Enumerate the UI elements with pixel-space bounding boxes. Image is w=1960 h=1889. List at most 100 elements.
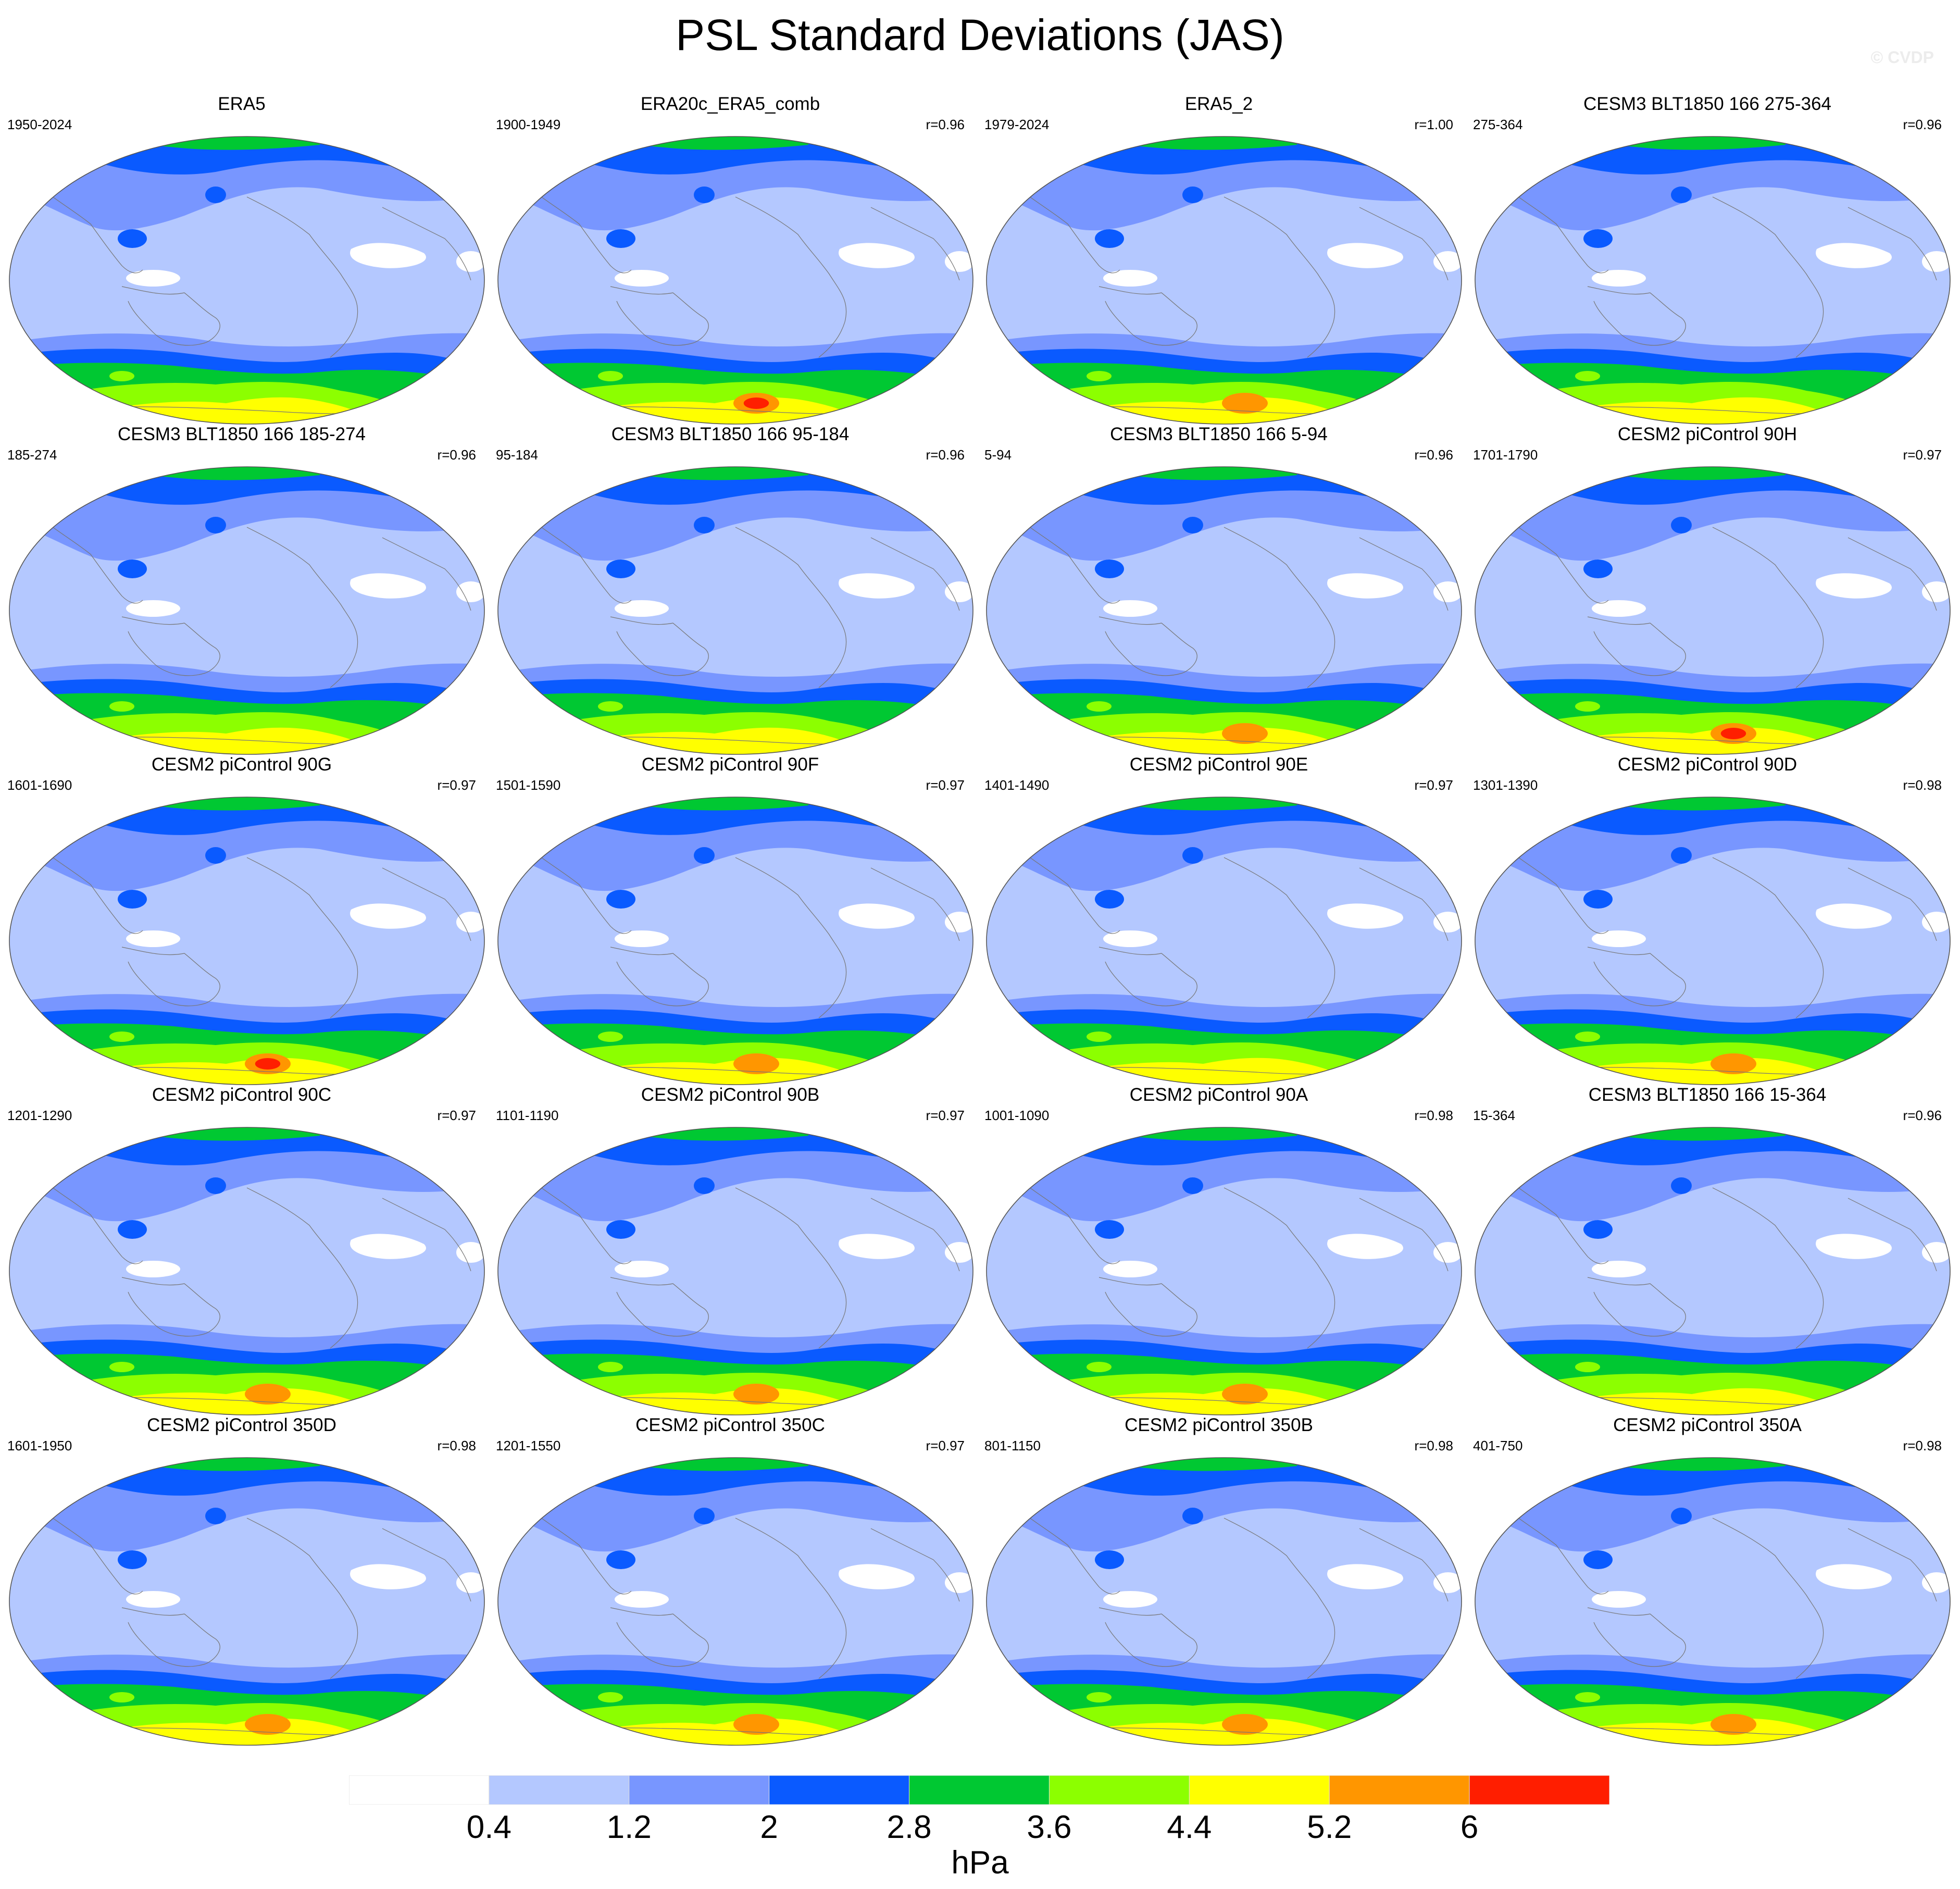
- map-panel: CESM3 BLT1850 166 5-94 5-94 r=0.96: [977, 423, 1462, 756]
- field-tropical-min: [945, 912, 973, 933]
- coastline: [246, 1187, 358, 1349]
- coastline: [1587, 286, 1686, 346]
- colorbar: [349, 1775, 1609, 1805]
- colorbar-tick-label: 3.6: [1027, 1809, 1072, 1845]
- map-panel: CESM2 piControl 90H 1701-1790 r=0.97: [1466, 423, 1951, 756]
- coastline: [735, 1187, 847, 1349]
- map-border: [1475, 136, 1951, 425]
- field-tropical-min: [615, 600, 669, 617]
- field-tropical-min: [1327, 1564, 1403, 1589]
- field-pacific-core: [1095, 229, 1124, 248]
- field-south-blob: [1575, 701, 1600, 712]
- field-band-north-4: [1577, 1127, 1786, 1141]
- field-south-blob: [598, 371, 623, 381]
- field-tropical-min: [126, 930, 180, 947]
- panel-title: CESM2 piControl 90E: [1129, 754, 1308, 775]
- field-pacific-core: [118, 1550, 147, 1569]
- field-north-core: [1182, 187, 1203, 203]
- map-border: [9, 466, 485, 755]
- coastline: [28, 1497, 143, 1595]
- panel-period: 15-364: [1473, 1108, 1515, 1123]
- coastline: [870, 537, 960, 611]
- map-border: [497, 1457, 973, 1746]
- panel-pattern-correlation: r=0.96: [926, 117, 965, 132]
- field-pacific-core: [606, 560, 635, 578]
- coastline: [870, 867, 960, 941]
- colorbar-units: hPa: [951, 1845, 1009, 1881]
- coastline: [610, 947, 709, 1006]
- field-tropical-min: [126, 1261, 180, 1277]
- field-south-blob: [1087, 1362, 1112, 1372]
- panel-period: 1900-1949: [496, 117, 561, 132]
- psl-stddev-map: [7, 1456, 486, 1748]
- psl-stddev-map: [496, 1125, 975, 1418]
- field-south-blob: [1575, 1362, 1600, 1372]
- field-band-north-4: [1577, 1458, 1786, 1471]
- field-pacific-core: [1583, 1220, 1613, 1239]
- psl-stddev-map: [496, 134, 975, 427]
- panel-pattern-correlation: r=0.97: [1414, 777, 1453, 793]
- field-pacific-core: [1095, 560, 1124, 578]
- field-tropical-min: [945, 1242, 973, 1263]
- field-tropical-min: [1103, 930, 1157, 947]
- field-pacific-core: [606, 890, 635, 909]
- coastline: [121, 947, 220, 1006]
- field-south-blob: [1087, 1692, 1112, 1702]
- field-south-blob: [1087, 701, 1112, 712]
- field-north-core: [1182, 1508, 1203, 1524]
- field-pacific-core: [1095, 890, 1124, 909]
- field-peak-core: [1222, 1714, 1268, 1735]
- coastline: [1005, 836, 1120, 934]
- colorbar-swatch: [489, 1775, 630, 1805]
- psl-stddev-map: [1473, 134, 1952, 427]
- coastline: [735, 527, 847, 688]
- panel-title: CESM2 piControl 90B: [641, 1085, 820, 1105]
- field-band-north-4: [1089, 467, 1297, 480]
- figure-title: PSL Standard Deviations (JAS): [676, 10, 1284, 59]
- field-peak-core: [733, 1384, 779, 1405]
- panel-title: CESM2 piControl 350C: [635, 1415, 825, 1435]
- panel-period: 1501-1590: [496, 777, 561, 793]
- field-pacific-core: [606, 229, 635, 248]
- panel-title: CESM2 piControl 350D: [147, 1415, 336, 1435]
- panel-pattern-correlation: r=0.97: [926, 777, 965, 793]
- panel-pattern-correlation: r=0.98: [1903, 777, 1942, 793]
- coastline: [1005, 1497, 1120, 1595]
- field-pacific-core: [118, 560, 147, 578]
- field-south-blob: [1087, 371, 1112, 381]
- field-tropical-min: [1327, 1234, 1403, 1259]
- panel-title: CESM3 BLT1850 166 95-184: [611, 424, 850, 444]
- field-band-north-4: [1577, 467, 1786, 480]
- field-tropical-min: [1816, 573, 1892, 599]
- field-peak-core: [1711, 1053, 1756, 1074]
- field-pacific-core: [1583, 229, 1613, 248]
- panel-title: CESM2 piControl 90F: [641, 754, 819, 775]
- coastline: [1359, 537, 1449, 611]
- field-tropical-min: [350, 1564, 426, 1589]
- field-peak-core: [743, 397, 769, 409]
- panel-period: 5-94: [984, 447, 1012, 463]
- coastline: [870, 207, 960, 281]
- field-north-core: [694, 847, 715, 864]
- field-north-core: [1182, 1177, 1203, 1194]
- map-panel: CESM2 piControl 90F 1501-1590 r=0.97: [489, 753, 973, 1087]
- field-north-core: [1671, 847, 1692, 864]
- field-tropical-min: [1922, 1242, 1950, 1263]
- panel-pattern-correlation: r=0.98: [1414, 1438, 1453, 1453]
- map-border: [9, 1127, 485, 1415]
- coastline: [246, 1518, 358, 1679]
- field-pacific-core: [1583, 560, 1613, 578]
- panel-pattern-correlation: r=0.98: [1414, 1108, 1453, 1123]
- field-tropical-min: [456, 912, 484, 933]
- psl-stddev-map: [7, 465, 486, 757]
- field-tropical-min: [1816, 1564, 1892, 1589]
- coastline: [1587, 1607, 1686, 1667]
- map-panel: CESM3 BLT1850 166 185-274 185-274 r=0.96: [0, 423, 486, 757]
- field-south-blob: [1575, 1692, 1600, 1702]
- coastline: [28, 176, 143, 274]
- field-tropical-min: [456, 1572, 484, 1593]
- field-north-core: [694, 1177, 715, 1194]
- map-border: [497, 466, 973, 755]
- coastline: [1098, 1607, 1197, 1667]
